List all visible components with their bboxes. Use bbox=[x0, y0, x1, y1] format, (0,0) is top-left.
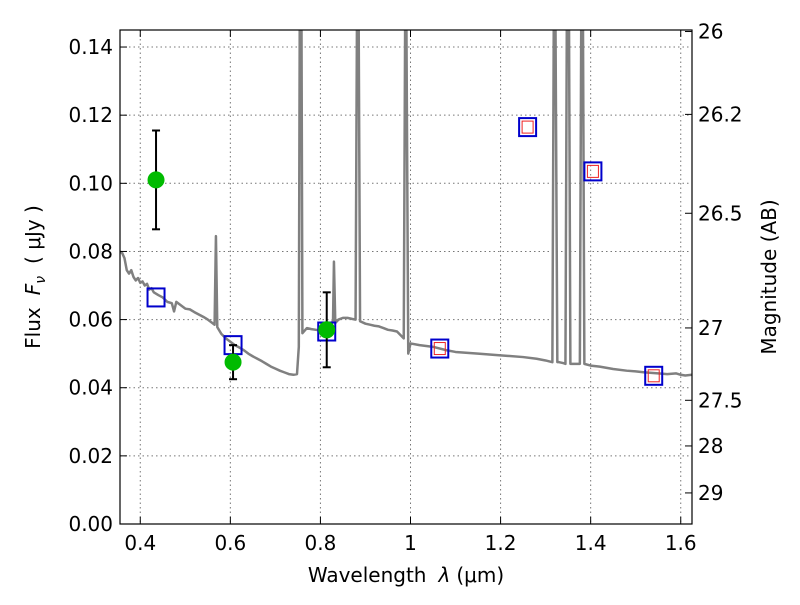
y-tick-label: 0.10 bbox=[68, 171, 113, 195]
model-point-box bbox=[430, 338, 450, 359]
y-tick-label: 0.06 bbox=[68, 308, 113, 332]
x-tick-label: 0.4 bbox=[124, 531, 156, 555]
y-tick-label: 0.08 bbox=[68, 239, 113, 263]
x-tick-label: 1.4 bbox=[575, 531, 607, 555]
x-tick-label: 0.6 bbox=[214, 531, 246, 555]
observed-point bbox=[224, 353, 242, 371]
axes-ticks: 0.4 0.6 0.8 1 1.2 1.4 1.6 0.00 0.02 0.04 0.06 0.08 0… bbox=[68, 20, 742, 555]
observed-point bbox=[318, 321, 336, 339]
model-point-inner bbox=[647, 369, 660, 383]
x-axis-label: Wavelength λ (μm) bbox=[308, 563, 504, 587]
x-tick-label: 1.2 bbox=[485, 531, 517, 555]
y2-tick-label: 28 bbox=[698, 434, 723, 458]
model-point-box bbox=[146, 287, 166, 308]
y2-tick-label: 26.2 bbox=[698, 102, 743, 126]
x-tick-label: 1.6 bbox=[665, 531, 697, 555]
y2-tick-label: 26 bbox=[698, 20, 723, 44]
y2-axis-label: Magnitude (AB) bbox=[757, 199, 781, 354]
model-point-box bbox=[518, 117, 538, 138]
y2-tick-label: 27 bbox=[698, 316, 723, 340]
y-tick-label: 0.00 bbox=[68, 512, 113, 536]
plot-frame bbox=[119, 29, 693, 525]
observed-point bbox=[147, 171, 165, 189]
template-spectrum-line bbox=[120, 30, 692, 377]
model-point-inner bbox=[586, 164, 599, 178]
y-tick-label: 0.04 bbox=[68, 376, 113, 400]
model-point-inner bbox=[521, 120, 534, 134]
model-point-box bbox=[644, 365, 664, 386]
y-tick-label: 0.12 bbox=[68, 103, 113, 127]
x-tick-label: 0.8 bbox=[305, 531, 337, 555]
y-tick-label: 0.14 bbox=[68, 35, 113, 59]
y2-tick-label: 27.5 bbox=[698, 388, 743, 412]
model-point-box bbox=[583, 161, 603, 182]
x-tick-label: 1 bbox=[404, 531, 417, 555]
y2-tick-label: 29 bbox=[698, 481, 723, 505]
y2-tick-label: 26.5 bbox=[698, 201, 743, 225]
y-axis-label: FluxFν( μJy ) bbox=[21, 205, 49, 349]
y-tick-label: 0.02 bbox=[68, 444, 113, 468]
model-point-inner bbox=[433, 342, 446, 356]
plot-area bbox=[120, 30, 692, 386]
